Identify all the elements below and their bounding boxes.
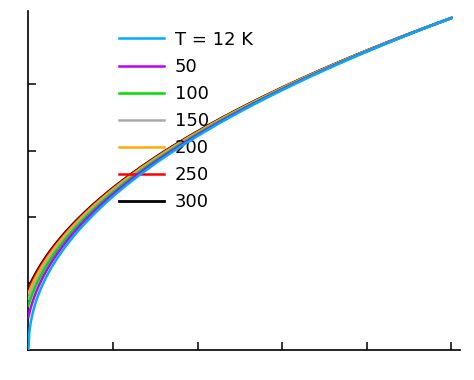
Legend: T = 12 K, 50, 100, 150, 200, 250, 300: T = 12 K, 50, 100, 150, 200, 250, 300 [115,27,256,215]
